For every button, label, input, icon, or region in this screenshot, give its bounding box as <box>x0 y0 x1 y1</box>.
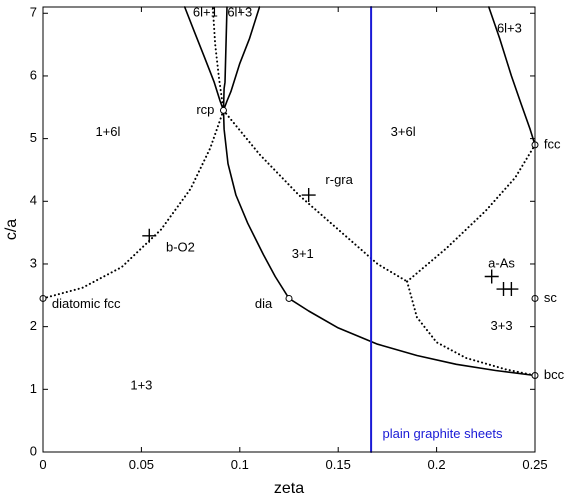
annotation-label: 6l+3 <box>497 20 522 35</box>
plus-marker <box>142 228 157 243</box>
y-tick-label: 7 <box>30 5 37 20</box>
x-axis-title: zeta <box>274 480 304 497</box>
annotation-label: 3+3 <box>491 318 513 333</box>
y-tick-label: 5 <box>30 130 37 145</box>
dotted-boundary-line <box>406 280 536 377</box>
plot-content: 6l+1 6l+3 6l+3 rcp 1+6l 3+6l fcc r-gra b-O2 3+1 a-… <box>39 5 565 453</box>
x-axis-ticks: 0 0.05 0.1 0.15 0.2 0.25 <box>39 7 548 472</box>
phase-boundary-line <box>183 6 225 112</box>
y-tick-label: 0 <box>30 443 37 458</box>
structure-point-marker <box>219 106 227 114</box>
y-tick-label: 4 <box>30 193 37 208</box>
annotation-label: 3+1 <box>292 246 314 261</box>
dotted-boundary-line <box>222 109 409 283</box>
plot-frame <box>42 6 536 453</box>
x-tick-label: 0.15 <box>326 457 351 472</box>
annotation-label: plain graphite sheets <box>382 426 502 441</box>
x-tick-label: 0.1 <box>231 457 249 472</box>
plus-marker <box>301 188 316 203</box>
annotation-label: r-gra <box>325 172 353 187</box>
x-tick-label: 0.05 <box>129 457 154 472</box>
plus-marker <box>484 269 499 284</box>
annotation-label: dia <box>255 296 273 311</box>
annotation-label: bcc <box>544 367 565 382</box>
annotation-label: 1+3 <box>130 378 152 393</box>
annotation-label: 6l+3 <box>227 5 252 20</box>
annotation-label: diatomic fcc <box>52 296 121 311</box>
annotation-label: 3+6l <box>391 124 416 139</box>
plus-marker <box>504 282 519 297</box>
x-tick-label: 0 <box>39 457 46 472</box>
annotation-label: sc <box>544 290 558 305</box>
annotation-label: a-As <box>488 255 515 270</box>
annotation-label: 1+6l <box>95 124 120 139</box>
structure-point-marker <box>285 294 293 302</box>
y-axis-title: c/a <box>3 219 20 240</box>
phase-boundary-line <box>288 297 536 377</box>
x-tick-label: 0.2 <box>428 457 446 472</box>
y-axis-ticks: 0 1 2 3 4 5 6 7 <box>30 5 535 458</box>
x-tick-label: 0.25 <box>522 457 547 472</box>
y-tick-label: 6 <box>30 67 37 82</box>
y-tick-label: 1 <box>30 381 37 396</box>
dotted-boundary-line <box>42 109 225 300</box>
phase-boundary-line <box>222 6 290 300</box>
dotted-boundary-line <box>406 143 536 283</box>
annotation-label: rcp <box>196 102 214 117</box>
y-tick-label: 2 <box>30 318 37 333</box>
dotted-boundary-line <box>211 6 225 112</box>
phase-boundary-line <box>488 6 536 146</box>
annotation-label: fcc <box>544 136 561 151</box>
y-tick-label: 3 <box>30 255 37 270</box>
annotation-label: b-O2 <box>166 240 195 255</box>
phase-boundary-line <box>222 6 261 112</box>
annotation-label: 6l+1 <box>193 5 218 20</box>
